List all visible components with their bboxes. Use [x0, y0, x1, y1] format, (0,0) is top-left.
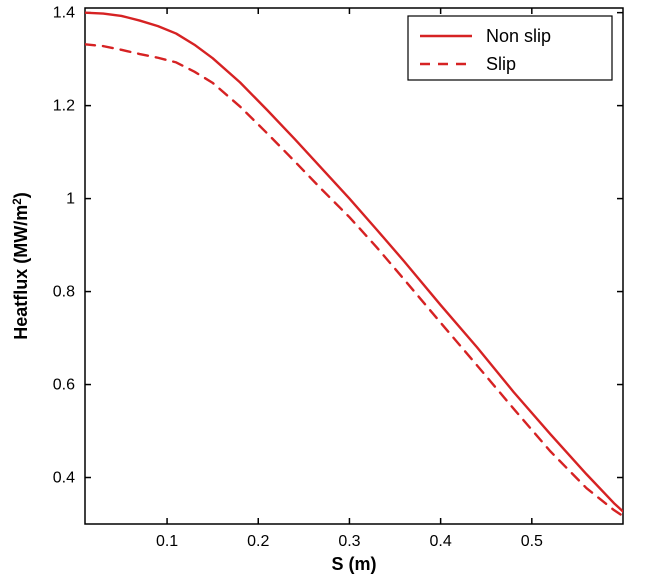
x-tick-label: 0.2	[247, 533, 269, 550]
x-tick-label: 0.1	[156, 533, 178, 550]
y-tick-label: 1.2	[53, 98, 75, 115]
legend-label: Non slip	[486, 26, 551, 46]
y-tick-label: 0.8	[53, 284, 75, 301]
y-axis-label: Heatflux (MW/m2)	[11, 192, 32, 340]
x-axis-label: S (m)	[332, 554, 377, 574]
heatflux-chart: 0.1 0.2 0.3 0.4 0.5 0.4 0.6 0.8 1 1.2 1.4 S (m) Heat…	[0, 0, 650, 578]
x-tick-label: 0.4	[430, 533, 452, 550]
y-tick-label: 1	[66, 191, 75, 208]
y-tick-label: 0.4	[53, 470, 75, 487]
y-tick-label: 0.6	[53, 377, 75, 394]
y-tick-label: 1.4	[53, 5, 75, 22]
x-tick-label: 0.5	[521, 533, 543, 550]
legend-label: Slip	[486, 54, 516, 74]
x-tick-label: 0.3	[338, 533, 360, 550]
